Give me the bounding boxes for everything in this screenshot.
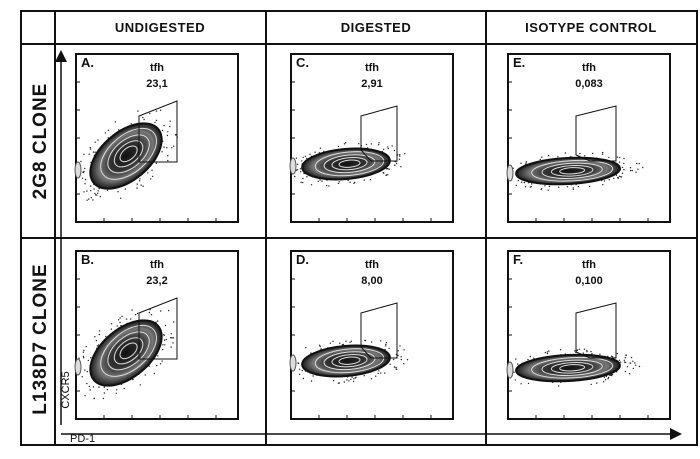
gate-name: tfh (150, 259, 164, 271)
facs-panel: B. tfh 23,2 (74, 250, 239, 420)
event-dots (78, 309, 175, 400)
tfh-gate (360, 105, 398, 162)
facs-panel: A. tfh 23,1 (74, 53, 239, 223)
tfh-gate (360, 302, 398, 359)
panel-letter: E. (513, 55, 525, 70)
axis-event-cluster (74, 161, 82, 179)
facs-panel: D. tfh 8,00 (289, 250, 454, 420)
axis-event-cluster (74, 358, 82, 376)
gate-percentage: 0,100 (575, 275, 603, 287)
density-contour (89, 122, 163, 190)
column-header-undigested: UNDIGESTED (115, 20, 205, 35)
tfh-gate (575, 302, 617, 359)
column-header-isotype-control: ISOTYPE CONTROL (525, 20, 657, 35)
figure-grid (20, 10, 698, 446)
y-axis-label: CXCR5 (60, 371, 72, 408)
density-contour (89, 319, 163, 387)
gate-percentage: 23,2 (146, 275, 167, 287)
column-header-digested: DIGESTED (341, 20, 411, 35)
panel-letter: D. (296, 252, 309, 267)
row-header-2g8-clone: 2G8 CLONE (30, 83, 51, 200)
panel-letter: B. (81, 252, 94, 267)
tfh-gate (575, 105, 617, 162)
tfh-gate (138, 100, 178, 163)
axis-event-cluster (289, 354, 297, 372)
panel-letter: F. (513, 252, 523, 267)
panels-layer: A. tfh 23,1 C. tfh 2,91 E. tfh 0,083 B. tfh 23,2 D. t… (74, 53, 671, 420)
panel-letter: C. (296, 55, 309, 70)
event-dots (294, 142, 406, 187)
gate-percentage: 8,00 (361, 275, 382, 287)
gate-name: tfh (365, 62, 379, 74)
gate-name: tfh (150, 62, 164, 74)
panel-frame (507, 250, 671, 420)
x-axis-label: PD-1 (70, 433, 95, 445)
axis-event-cluster (506, 361, 514, 379)
tfh-gate (138, 297, 178, 360)
gate-percentage: 0,083 (575, 78, 603, 90)
row-header-l138d7-clone: L138D7 CLONE (30, 263, 51, 414)
gate-name: tfh (365, 259, 379, 271)
axis-event-cluster (289, 157, 297, 175)
gate-percentage: 23,1 (146, 78, 167, 90)
density-contour (301, 147, 391, 181)
gate-percentage: 2,91 (361, 78, 382, 90)
facs-panel: E. tfh 0,083 (506, 53, 671, 223)
gate-name: tfh (582, 62, 596, 74)
panel-letter: A. (81, 55, 94, 70)
density-contour (515, 353, 621, 383)
density-contour (515, 156, 621, 186)
axis-event-cluster (506, 164, 514, 182)
facs-panel: F. tfh 0,100 (506, 250, 671, 420)
panel-frame (507, 53, 671, 223)
gate-name: tfh (582, 259, 596, 271)
density-contour (301, 344, 391, 378)
facs-panel: C. tfh 2,91 (289, 53, 454, 223)
